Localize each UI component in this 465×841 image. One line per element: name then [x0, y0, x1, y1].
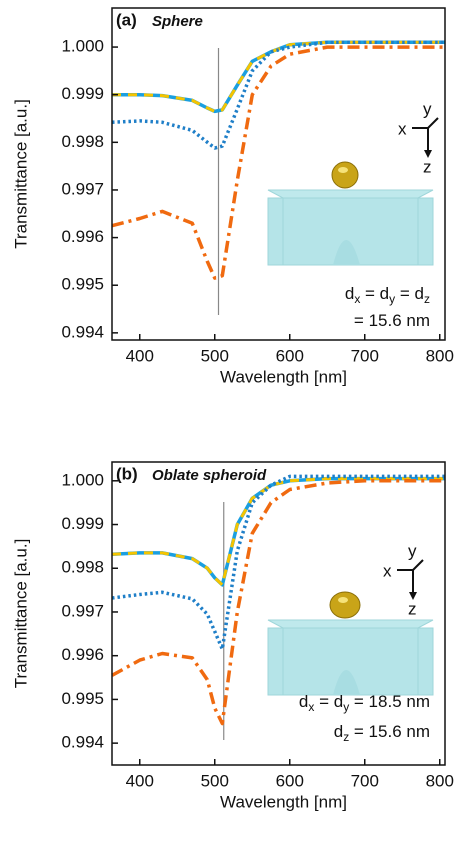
- x-tick-label: 700: [351, 346, 379, 365]
- series-line-dash: [112, 42, 445, 111]
- axis-arrow: [413, 560, 423, 570]
- annotation: dx = dy = 18.5 nm: [299, 692, 430, 714]
- x-tick-label: 500: [201, 346, 229, 365]
- panel-label: (b): [116, 464, 138, 483]
- annotation-text: = d: [395, 284, 424, 303]
- y-axis-label: Transmittance [a.u.]: [11, 539, 30, 689]
- y-tick-label: 0.995: [61, 275, 104, 294]
- axis-letter: y: [408, 541, 417, 560]
- panel-title: Sphere: [152, 13, 203, 30]
- y-tick-label: 0.994: [61, 322, 104, 341]
- x-tick-label: 800: [426, 346, 454, 365]
- panel-title: Oblate spheroid: [152, 467, 267, 484]
- y-tick-label: 0.998: [61, 558, 104, 577]
- x-tick-label: 700: [351, 771, 379, 790]
- particle-highlight: [338, 167, 348, 173]
- axis-letter: z: [408, 599, 417, 618]
- x-axis-label: Wavelength [nm]: [220, 792, 347, 811]
- particle: [330, 592, 360, 618]
- y-tick-label: 0.994: [61, 733, 104, 752]
- y-tick-label: 0.997: [61, 179, 104, 198]
- annotation-text: = 15.6 nm: [349, 722, 430, 741]
- annotation: dz = 15.6 nm: [334, 722, 430, 744]
- annotation-text: = 18.5 nm: [349, 692, 430, 711]
- y-tick-label: 1.000: [61, 470, 104, 489]
- annotation-text: = d: [314, 692, 343, 711]
- x-tick-label: 600: [276, 771, 304, 790]
- axis-letter: x: [383, 561, 392, 580]
- y-tick-label: 0.999: [61, 514, 104, 533]
- y-tick-label: 0.995: [61, 689, 104, 708]
- y-tick-label: 0.998: [61, 132, 104, 151]
- x-tick-label: 400: [126, 346, 154, 365]
- x-axis-label: Wavelength [nm]: [220, 367, 347, 386]
- annotation-text: = d: [360, 284, 389, 303]
- y-tick-label: 0.999: [61, 84, 104, 103]
- annotation-text: d: [345, 284, 354, 303]
- annotation: dx = dy = dz: [345, 284, 430, 306]
- x-tick-label: 400: [126, 771, 154, 790]
- x-tick-label: 800: [426, 771, 454, 790]
- series-line: [112, 42, 445, 111]
- y-tick-label: 1.000: [61, 37, 104, 56]
- series-line: [112, 479, 445, 585]
- annotation: = 15.6 nm: [354, 311, 430, 330]
- series-line-dash: [112, 479, 445, 585]
- particle: [332, 162, 358, 188]
- y-tick-label: 0.996: [61, 645, 104, 664]
- glass-top: [268, 620, 433, 628]
- y-axis-label: Transmittance [a.u.]: [11, 99, 30, 249]
- glass-top: [268, 190, 433, 198]
- axis-letter: z: [423, 157, 432, 176]
- x-tick-label: 500: [201, 771, 229, 790]
- annotation-text: d: [299, 692, 308, 711]
- annotation-subscript: z: [424, 292, 430, 306]
- particle-highlight: [338, 597, 348, 603]
- figure: yxz0.9940.9950.9960.9970.9980.9991.00040…: [0, 0, 465, 841]
- annotation-text: = 15.6 nm: [354, 311, 430, 330]
- y-tick-label: 0.997: [61, 601, 104, 620]
- plot-frame: [112, 462, 445, 765]
- x-tick-label: 600: [276, 346, 304, 365]
- axis-letter: x: [398, 119, 407, 138]
- annotation-text: d: [334, 722, 343, 741]
- axis-arrow: [428, 118, 438, 128]
- axis-letter: y: [423, 99, 432, 118]
- panel-label: (a): [116, 10, 137, 29]
- y-tick-label: 0.996: [61, 227, 104, 246]
